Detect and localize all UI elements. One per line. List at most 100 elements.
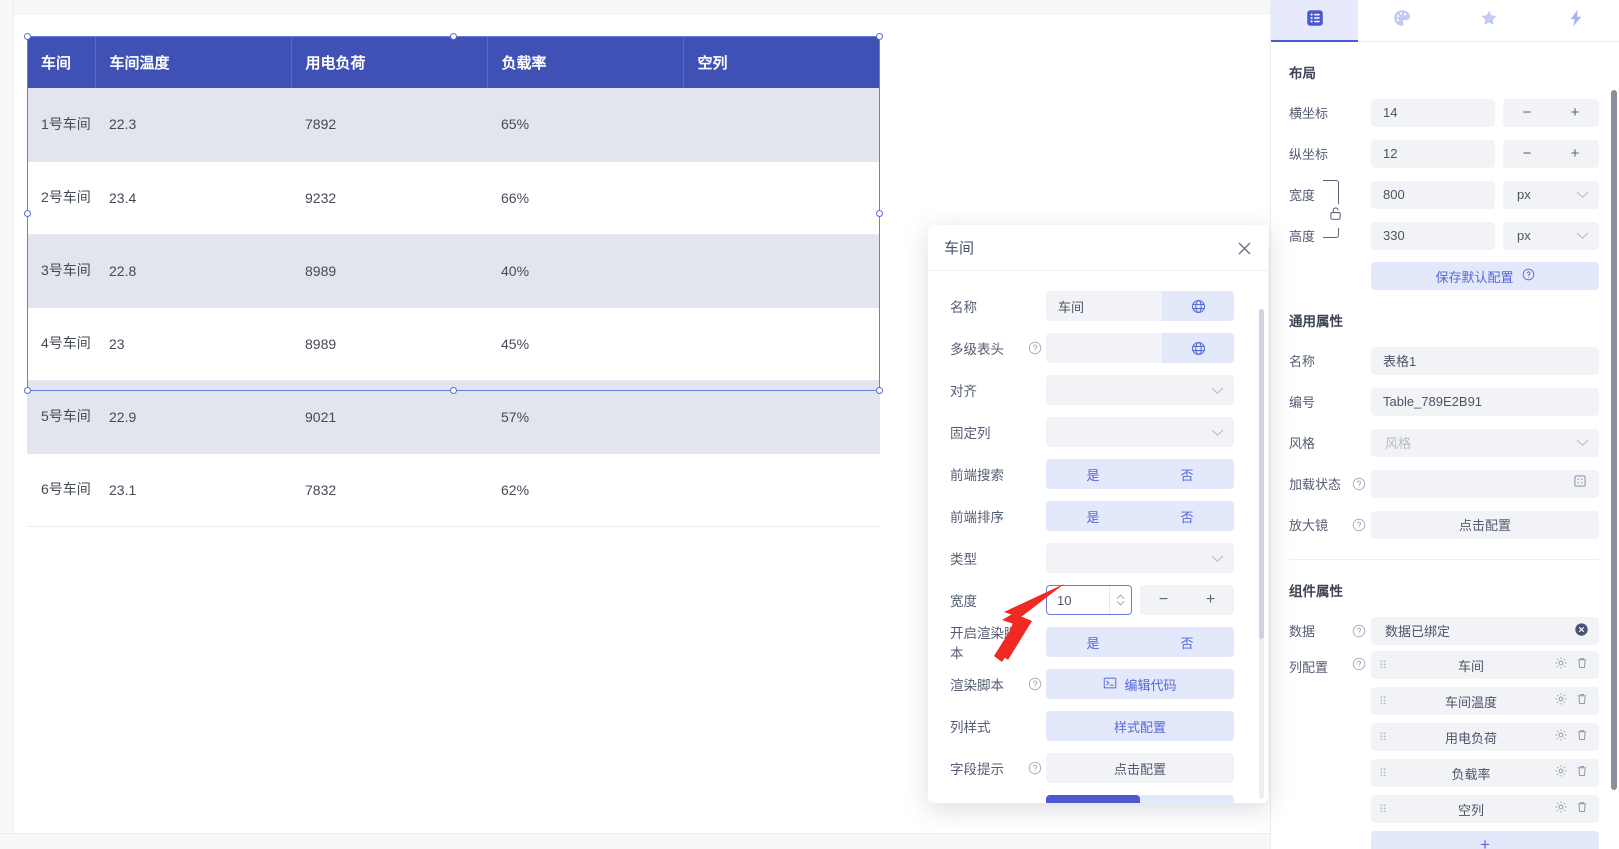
edit-code-button[interactable]: 编辑代码 — [1046, 669, 1234, 699]
field-tip-config-button[interactable]: 点击配置 — [1046, 753, 1234, 783]
table-row[interactable]: 5号车间 22.9 9021 57% — [27, 380, 880, 454]
help-icon[interactable] — [1522, 268, 1535, 284]
option-no[interactable]: 否 — [1180, 467, 1194, 483]
gear-icon[interactable] — [1554, 728, 1568, 747]
stepper-arrows-icon[interactable] — [1109, 586, 1131, 614]
style-config-button[interactable]: 样式配置 — [1046, 711, 1234, 741]
tab-properties[interactable] — [1271, 0, 1358, 42]
x-stepper[interactable]: − + — [1503, 98, 1599, 127]
column-header-workshop[interactable]: 车间 — [27, 36, 96, 88]
help-icon[interactable] — [1024, 341, 1046, 355]
chevron-down-icon — [1576, 188, 1589, 201]
lock-open-icon[interactable] — [1329, 204, 1342, 228]
drag-handle-icon[interactable]: ⠿ — [1379, 767, 1389, 780]
height-input[interactable]: 330 — [1371, 221, 1495, 250]
minus-icon[interactable]: − — [1522, 104, 1532, 121]
column-header-temperature[interactable]: 车间温度 — [95, 36, 292, 88]
clipped-toggle[interactable]: 是 否 — [1046, 795, 1234, 803]
height-unit-select[interactable]: px — [1503, 221, 1599, 250]
gear-icon[interactable] — [1554, 800, 1568, 819]
loading-state-input[interactable] — [1371, 469, 1599, 498]
globe-icon[interactable] — [1162, 291, 1234, 321]
component-name-input[interactable]: 表格1 — [1371, 346, 1599, 375]
plus-icon[interactable]: + — [1570, 104, 1580, 121]
width-stepper[interactable]: − + — [1140, 585, 1234, 615]
column-header-empty-column[interactable]: 空列 — [683, 36, 880, 88]
tab-style[interactable] — [1358, 0, 1445, 41]
delete-icon[interactable] — [1575, 656, 1589, 675]
enable-render-script-toggle[interactable]: 是 否 — [1046, 627, 1234, 657]
style-select[interactable]: 风格 — [1371, 428, 1599, 457]
save-default-config-button[interactable]: 保存默认配置 — [1371, 262, 1599, 290]
option-no[interactable]: 否 — [1180, 509, 1194, 525]
table-row[interactable]: 1号车间 22.3 7892 65% — [27, 88, 880, 162]
gear-icon[interactable] — [1554, 764, 1568, 783]
magnifier-config-button[interactable]: 点击配置 — [1371, 510, 1599, 539]
close-icon[interactable] — [1232, 236, 1256, 260]
name-input[interactable]: 车间 — [1046, 291, 1234, 321]
column-settings-dialog[interactable]: 车间 名称 ? 车间 — [928, 225, 1268, 803]
panel-scrollbar-thumb[interactable] — [1611, 90, 1617, 790]
drag-handle-icon[interactable]: ⠿ — [1379, 731, 1389, 744]
gear-icon[interactable] — [1554, 656, 1568, 675]
fixed-column-select[interactable] — [1046, 417, 1234, 447]
plus-icon[interactable]: + — [1205, 591, 1216, 608]
column-config-row[interactable]: ⠿ 负载率 — [1371, 759, 1599, 787]
option-yes[interactable]: 是 — [1086, 635, 1100, 651]
front-sort-toggle[interactable]: 是 否 — [1046, 501, 1234, 531]
data-binding-field[interactable]: 数据已绑定 — [1371, 616, 1599, 645]
drag-handle-icon[interactable]: ⠿ — [1379, 695, 1389, 708]
cell-workshop: 4号车间 — [27, 307, 95, 381]
table-row[interactable]: 4号车间 23 8989 45% — [27, 307, 880, 381]
minus-icon[interactable]: − — [1522, 145, 1532, 162]
help-icon[interactable] — [1347, 477, 1371, 491]
tab-favorites[interactable] — [1445, 0, 1532, 41]
align-select[interactable] — [1046, 375, 1234, 405]
column-config-row[interactable]: ⠿ 空列 — [1371, 795, 1599, 823]
y-input[interactable]: 12 — [1371, 139, 1495, 168]
help-icon[interactable] — [1347, 518, 1371, 532]
column-header-load-rate[interactable]: 负载率 — [487, 36, 684, 88]
tab-events[interactable] — [1532, 0, 1619, 41]
option-yes[interactable]: 是 — [1046, 795, 1140, 803]
delete-icon[interactable] — [1575, 728, 1589, 747]
delete-icon[interactable] — [1575, 800, 1589, 819]
table-widget[interactable]: 车间 车间温度 用电负荷 负载率 空列 1号车间 22.3 7892 65% — [27, 36, 880, 527]
multi-header-input[interactable] — [1046, 333, 1234, 363]
globe-icon[interactable] — [1162, 333, 1234, 363]
column-config-row[interactable]: ⠿ 用电负荷 — [1371, 723, 1599, 751]
help-icon[interactable] — [1024, 761, 1046, 775]
x-input[interactable]: 14 — [1371, 98, 1495, 127]
component-id-input[interactable]: Table_789E2B91 — [1371, 387, 1599, 416]
dialog-scrollbar-thumb[interactable] — [1259, 309, 1264, 639]
table-row[interactable]: 6号车间 23.1 7832 62% — [27, 453, 880, 527]
y-stepper[interactable]: − + — [1503, 139, 1599, 168]
option-yes[interactable]: 是 — [1086, 467, 1100, 483]
column-config-row[interactable]: ⠿ 车间 — [1371, 651, 1599, 679]
width-unit-select[interactable]: px — [1503, 180, 1599, 209]
delete-icon[interactable] — [1575, 692, 1589, 711]
field-label: 横坐标 — [1289, 106, 1329, 121]
help-icon[interactable] — [1024, 677, 1046, 691]
drag-handle-icon[interactable]: ⠿ — [1379, 803, 1389, 816]
add-column-button[interactable]: + — [1371, 831, 1599, 849]
table-row[interactable]: 2号车间 23.4 9232 66% — [27, 161, 880, 235]
drag-handle-icon[interactable]: ⠿ — [1379, 659, 1389, 672]
help-icon[interactable] — [1347, 624, 1371, 638]
clear-icon[interactable] — [1574, 622, 1589, 640]
column-header-power-load[interactable]: 用电负荷 — [291, 36, 488, 88]
front-search-toggle[interactable]: 是 否 — [1046, 459, 1234, 489]
option-no[interactable]: 否 — [1140, 795, 1234, 803]
gear-icon[interactable] — [1554, 692, 1568, 711]
type-select[interactable] — [1046, 543, 1234, 573]
option-no[interactable]: 否 — [1180, 635, 1194, 651]
width-input[interactable]: 10 — [1046, 585, 1132, 615]
column-config-row[interactable]: ⠿ 车间温度 — [1371, 687, 1599, 715]
width-input[interactable]: 800 — [1371, 180, 1495, 209]
option-yes[interactable]: 是 — [1086, 509, 1100, 525]
table-row[interactable]: 3号车间 22.8 8989 40% — [27, 234, 880, 308]
minus-icon[interactable]: − — [1158, 591, 1169, 608]
plus-icon[interactable]: + — [1570, 145, 1580, 162]
help-icon[interactable] — [1347, 651, 1371, 849]
delete-icon[interactable] — [1575, 764, 1589, 783]
